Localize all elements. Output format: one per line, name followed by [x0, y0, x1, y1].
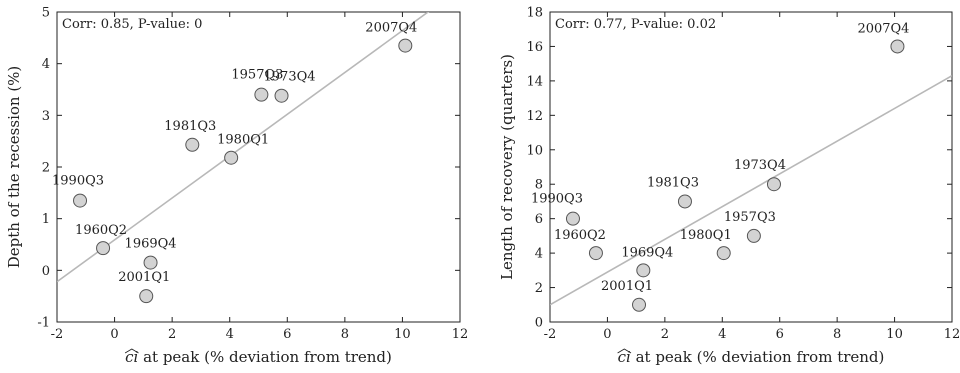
hat-accent: [617, 348, 632, 354]
point-label: 2007Q4: [857, 21, 909, 36]
point-label: 2007Q4: [365, 21, 417, 36]
point-label: 1973Q4: [264, 70, 316, 85]
y-tick-label: 4: [535, 247, 543, 262]
y-tick-label: 18: [526, 6, 543, 21]
y-tick-label: 2: [535, 281, 543, 296]
y-tick-label: 12: [526, 109, 543, 124]
x-tick-label: 12: [452, 327, 469, 342]
point-label: 1990Q3: [52, 174, 104, 189]
fit-line: [57, 12, 430, 283]
point-label: 1957Q3: [724, 210, 776, 225]
y-tick-label: 16: [526, 40, 543, 55]
chart-panel-2: -2 0 2 4 6 8 10 120246810121416181990Q31960Q219…: [498, 6, 960, 367]
plot-frame: [549, 11, 953, 323]
data-point: [398, 38, 413, 53]
y-tick-label: 0: [42, 264, 50, 279]
data-point: [766, 177, 781, 192]
y-tick-label: 3: [42, 109, 50, 124]
data-point: [565, 211, 580, 226]
data-point: [636, 263, 651, 278]
y-tick-label: 0: [535, 316, 543, 331]
x-tick-label: 4: [226, 327, 234, 342]
point-label: 1969Q4: [621, 245, 673, 260]
data-point: [677, 194, 692, 209]
data-point: [224, 150, 239, 165]
x-tick-label: 4: [718, 327, 726, 342]
y-tick-label: 14: [526, 74, 543, 89]
x-tick-label: 10: [886, 327, 903, 342]
x-tick-label: 12: [944, 327, 960, 342]
data-point: [588, 246, 603, 261]
data-point: [746, 228, 761, 243]
x-tick-label: -2: [51, 327, 64, 342]
x-tick-label: 6: [283, 327, 291, 342]
point-label: 2001Q1: [118, 270, 170, 285]
data-point: [274, 88, 289, 103]
chart-panel-1: -2 0 2 4 6 8 10 12-10123451990Q31960Q21969Q4200…: [5, 6, 469, 367]
data-point: [96, 241, 111, 256]
y-tick-label: 4: [42, 57, 50, 72]
x-tick-label: -2: [544, 327, 557, 342]
y-tick-label: 8: [535, 178, 543, 193]
correlation-annotation: Corr: 0.77, P-value: 0.02: [555, 17, 716, 32]
data-point: [185, 137, 200, 152]
point-label: 1980Q1: [217, 133, 269, 148]
point-label: 1969Q4: [125, 237, 177, 252]
x-tick-label: 6: [776, 327, 784, 342]
y-axis-label: Length of recovery (quarters): [498, 54, 516, 280]
y-tick-label: 5: [42, 6, 50, 21]
x-axis-label: ci at peak (% deviation from trend): [618, 348, 885, 366]
data-point: [890, 39, 905, 54]
point-label: 2001Q1: [601, 279, 653, 294]
hat-accent: [124, 348, 139, 354]
point-label: 1981Q3: [164, 119, 216, 134]
y-axis-label: Depth of the recession (%): [5, 66, 23, 269]
point-label: 1960Q2: [75, 223, 127, 238]
data-point: [143, 255, 158, 270]
point-label: 1957Q3: [231, 68, 283, 83]
fit-line: [550, 75, 952, 306]
correlation-annotation: Corr: 0.85, P-value: 0: [62, 17, 202, 32]
point-label: 1960Q2: [554, 228, 606, 243]
x-tick-label: 0: [603, 327, 611, 342]
x-axis-label: ci at peak (% deviation from trend): [125, 348, 392, 366]
data-point: [139, 289, 154, 304]
y-tick-label: 2: [42, 161, 50, 176]
x-tick-label: 10: [394, 327, 411, 342]
data-point: [254, 87, 269, 102]
y-tick-label: -1: [37, 316, 50, 331]
data-point: [632, 297, 647, 312]
x-tick-label: 2: [661, 327, 669, 342]
x-tick-label: 8: [833, 327, 841, 342]
point-label: 1980Q1: [680, 228, 732, 243]
x-tick-label: 0: [110, 327, 118, 342]
x-tick-label: 2: [168, 327, 176, 342]
point-label: 1990Q3: [531, 192, 583, 207]
y-tick-label: 1: [42, 212, 50, 227]
y-tick-label: 6: [535, 212, 543, 227]
data-point: [73, 193, 88, 208]
point-label: 1973Q4: [734, 158, 786, 173]
y-tick-label: 10: [526, 143, 543, 158]
data-point: [716, 246, 731, 261]
point-label: 1981Q3: [647, 175, 699, 190]
x-tick-label: 8: [341, 327, 349, 342]
